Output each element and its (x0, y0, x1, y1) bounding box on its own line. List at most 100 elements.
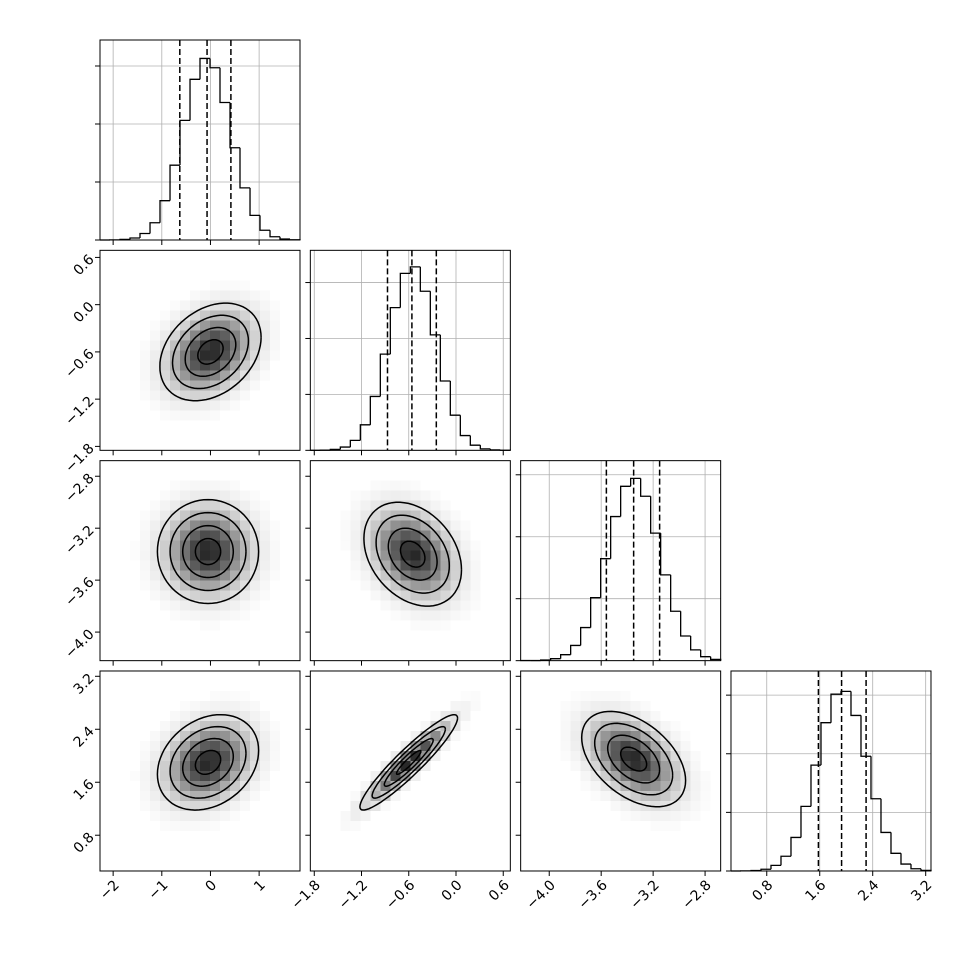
density-cell (210, 500, 220, 511)
x-tick-label: −1.8 (289, 877, 324, 912)
histogram-bin (820, 722, 831, 766)
density-cell (410, 490, 421, 501)
density-cell (400, 760, 411, 771)
density-cell (370, 530, 381, 541)
density-cell (590, 740, 601, 751)
density-cell (170, 590, 180, 601)
density-cell (250, 491, 260, 501)
density-cell (250, 380, 260, 390)
density-cell (620, 720, 631, 731)
x-tick-label: 1 (251, 877, 269, 895)
density-cell (470, 691, 480, 701)
density-cell (140, 571, 150, 581)
y-tick-label: 3.2 (71, 671, 98, 698)
density-cell (270, 300, 280, 310)
density-cell (250, 330, 260, 341)
density-cell (360, 581, 370, 591)
density-cell (430, 510, 441, 521)
density-cell (190, 710, 200, 721)
density-cell (380, 540, 391, 551)
density-cell (160, 330, 171, 341)
density-cell (170, 821, 180, 831)
density-cell (250, 770, 260, 781)
density-cell (390, 791, 400, 801)
density-cell (380, 490, 391, 501)
density-cell (660, 740, 671, 751)
density-cell (190, 410, 200, 420)
density-cell (460, 691, 470, 701)
density-cell (350, 491, 360, 501)
density-cell (140, 781, 150, 791)
density-cell (460, 710, 471, 721)
density-cell (701, 771, 711, 781)
density-cell (240, 280, 250, 290)
density-cell (230, 750, 240, 761)
density-cell (190, 330, 200, 341)
density-cell (220, 530, 231, 541)
density-cell (180, 360, 191, 371)
density-cell (450, 550, 461, 561)
density-cell (660, 760, 671, 771)
density-cell (260, 760, 271, 771)
y-tick-label: −4.0 (62, 626, 97, 661)
density-cell (610, 790, 621, 801)
panel-frame (99, 460, 301, 662)
histogram-bin (780, 855, 791, 866)
density-cell (180, 821, 190, 831)
density-cell (200, 410, 210, 420)
density-cell (240, 611, 250, 621)
density-cell (410, 580, 421, 591)
density-cell (200, 760, 211, 771)
density-cell (160, 310, 170, 320)
density-cell (200, 490, 211, 501)
density-cell (230, 570, 240, 581)
density-cell (250, 740, 260, 751)
density-cell (670, 780, 681, 791)
density-cell (250, 550, 260, 561)
density-cell (240, 750, 251, 761)
density-cell (150, 760, 160, 771)
density-cell (270, 521, 280, 531)
density-cell (701, 801, 711, 811)
density-cell (370, 540, 381, 551)
histogram-bin (710, 656, 722, 661)
density-cell (340, 511, 350, 521)
density-cell (250, 730, 260, 741)
density-cell (240, 530, 251, 541)
density-cell (440, 580, 451, 591)
density-cell (210, 490, 220, 501)
contour (171, 314, 250, 390)
density-cell (390, 580, 401, 591)
density-cell (200, 360, 211, 371)
density-cell (650, 760, 661, 771)
density-cell (430, 560, 441, 571)
density-cell (450, 600, 461, 611)
density-cell (200, 710, 211, 721)
density-cell (360, 510, 371, 521)
density-cell (170, 520, 180, 531)
density-cell (470, 591, 480, 601)
density-cell (140, 350, 150, 360)
density-cell (190, 810, 200, 821)
density-cell (410, 510, 421, 521)
histogram-bin (620, 485, 631, 517)
density-cell (670, 800, 681, 811)
density-cell (220, 730, 231, 741)
density-cell (580, 700, 591, 711)
density-cell (430, 610, 441, 621)
density-cell (640, 790, 651, 801)
density-cell (630, 800, 641, 811)
density-cell (561, 721, 571, 731)
density-cell (210, 700, 220, 711)
density-cell (450, 560, 461, 571)
density-cell (200, 481, 210, 491)
x-tick-label: 3.2 (908, 877, 935, 904)
density-cell (220, 330, 231, 341)
density-cell (360, 570, 371, 581)
contour (387, 527, 438, 581)
density-cell (190, 540, 200, 551)
density-cell (450, 520, 461, 531)
density-cell (400, 600, 411, 611)
density-cell (390, 540, 401, 551)
density-cell (270, 330, 280, 340)
